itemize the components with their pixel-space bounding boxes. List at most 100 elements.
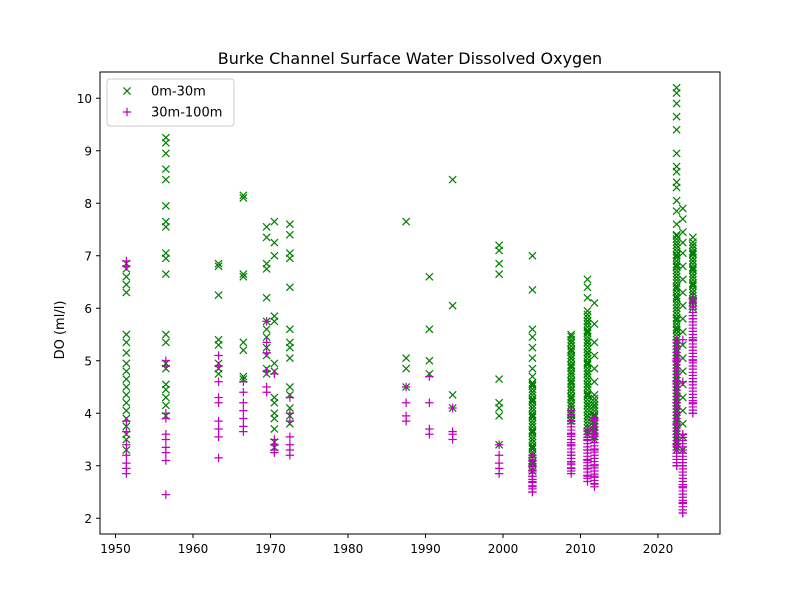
data-point <box>214 262 223 271</box>
data-point <box>122 382 131 392</box>
data-point <box>583 335 592 344</box>
data-point <box>590 351 599 360</box>
dense-point-column <box>688 295 698 418</box>
data-point <box>590 397 599 406</box>
data-point <box>567 395 576 404</box>
data-point <box>425 430 434 439</box>
data-point <box>122 330 131 339</box>
data-point <box>285 254 294 263</box>
data-point <box>122 445 131 455</box>
data-point <box>528 285 537 294</box>
data-point <box>161 448 171 457</box>
data-point <box>528 394 537 403</box>
data-point <box>122 390 131 399</box>
data-point <box>528 354 537 363</box>
data-point <box>672 304 681 313</box>
legend-box <box>106 78 235 127</box>
data-point <box>214 432 223 442</box>
data-point <box>528 385 537 394</box>
data-point <box>672 291 681 300</box>
data-point <box>270 238 279 247</box>
data-point <box>583 316 592 325</box>
chart-title: Burke Channel Surface Water Dissolved Ox… <box>218 49 602 68</box>
data-point <box>672 149 681 158</box>
data-point <box>688 272 697 281</box>
data-point <box>214 351 223 360</box>
data-point <box>567 370 576 379</box>
data-point <box>528 413 537 422</box>
data-point <box>672 112 681 121</box>
data-point <box>425 372 434 381</box>
data-point <box>528 364 537 373</box>
x-tick-label: 2020 <box>643 542 674 556</box>
axes-frame <box>99 71 721 535</box>
data-point <box>672 272 681 281</box>
data-point <box>239 270 248 279</box>
data-point <box>161 270 170 279</box>
data-point <box>583 329 592 338</box>
data-point <box>239 388 248 397</box>
data-point <box>495 246 504 255</box>
data-point <box>672 250 681 259</box>
data-point <box>285 230 294 239</box>
data-point <box>583 382 592 392</box>
data-point <box>262 264 271 273</box>
data-point <box>285 393 295 402</box>
data-point <box>583 326 592 335</box>
data-point <box>672 297 681 306</box>
data-point <box>583 426 592 436</box>
data-point <box>678 288 687 297</box>
data-point <box>528 400 537 409</box>
data-point <box>285 432 295 442</box>
data-point <box>567 386 576 395</box>
data-point <box>161 456 171 465</box>
data-point <box>583 310 592 319</box>
data-point <box>528 453 537 462</box>
data-point <box>214 291 223 300</box>
data-point <box>590 338 599 347</box>
data-point <box>122 288 131 297</box>
data-point <box>583 408 592 417</box>
data-point <box>122 406 131 415</box>
data-point <box>270 424 279 434</box>
data-point <box>239 427 248 436</box>
data-point <box>239 191 248 200</box>
data-point <box>161 138 170 147</box>
data-point <box>688 244 697 253</box>
data-point <box>672 329 681 338</box>
data-point <box>672 125 681 134</box>
data-point <box>528 333 537 342</box>
data-point <box>239 406 248 415</box>
data-point <box>122 427 131 436</box>
data-point <box>688 253 697 262</box>
data-point <box>678 430 687 439</box>
data-point <box>262 343 271 352</box>
data-point <box>262 233 271 242</box>
data-point <box>239 346 248 355</box>
data-point <box>583 293 592 302</box>
data-point <box>270 217 279 226</box>
x-tick-label: 2010 <box>565 542 596 556</box>
data-point <box>528 325 537 334</box>
legend-label: 0m-30m <box>151 85 206 100</box>
data-point <box>688 256 697 266</box>
data-point <box>583 398 592 407</box>
data-point <box>688 279 697 288</box>
data-point <box>122 469 131 478</box>
data-point <box>672 275 681 284</box>
data-point <box>448 390 457 399</box>
data-point <box>583 323 592 332</box>
data-point <box>528 397 537 406</box>
data-point <box>528 435 537 444</box>
data-point <box>402 217 411 226</box>
data-point <box>122 451 131 460</box>
data-point <box>688 260 697 269</box>
data-point <box>583 360 592 369</box>
y-tick-label: 3 <box>84 459 92 473</box>
data-point <box>161 385 170 394</box>
data-point <box>583 354 592 363</box>
data-point <box>688 288 697 297</box>
data-point <box>672 316 681 325</box>
data-point <box>122 367 131 376</box>
data-point <box>672 88 681 98</box>
